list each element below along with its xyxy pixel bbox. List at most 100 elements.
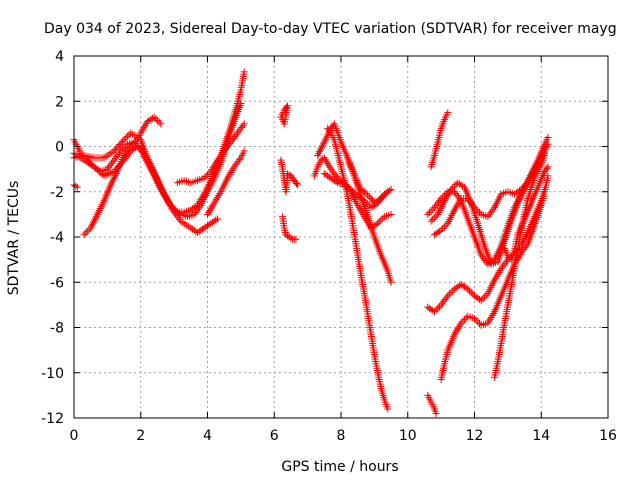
data-point: [331, 171, 339, 179]
data-point: [439, 225, 447, 233]
y-tick-label: -6: [50, 275, 64, 291]
data-point: [90, 163, 98, 171]
data-point: [235, 127, 243, 135]
data-point: [469, 202, 477, 210]
data-point: [476, 295, 484, 303]
data-point: [328, 167, 336, 175]
data-point: [110, 147, 118, 155]
data-point: [114, 142, 122, 150]
data-point: [430, 214, 438, 222]
data-point: [111, 154, 119, 162]
data-point: [365, 202, 373, 210]
data-point: [157, 120, 165, 128]
data-point: [437, 301, 445, 309]
data-point: [437, 226, 445, 234]
data-point: [114, 151, 122, 159]
data-point: [191, 209, 199, 217]
data-point: [476, 320, 484, 328]
data-point: [214, 156, 222, 164]
data-point: [292, 235, 300, 243]
data-point: [123, 152, 131, 160]
data-point: [279, 115, 287, 123]
data-point: [175, 215, 183, 223]
data-point: [118, 145, 126, 153]
data-point: [230, 134, 238, 142]
data-point: [444, 109, 452, 117]
data-point: [474, 207, 482, 215]
data-point: [377, 195, 385, 203]
data-point: [472, 316, 480, 324]
data-point: [544, 140, 552, 148]
data-series: [204, 147, 248, 218]
x-tick-label: 2: [136, 428, 145, 444]
data-point: [457, 319, 465, 327]
data-point: [224, 142, 232, 150]
x-tick-label: 0: [70, 428, 79, 444]
data-point: [200, 174, 208, 182]
data-point: [464, 285, 472, 293]
axis-layer: 0 2 4 6 8 10 12 14 16 -12 -10 -8 -6 -4 -2 0 2 4: [41, 49, 617, 444]
data-point: [132, 137, 140, 145]
data-point: [481, 293, 489, 301]
data-point: [190, 210, 198, 218]
data-point: [92, 164, 100, 172]
data-point: [228, 136, 236, 144]
data-point: [72, 182, 80, 190]
data-point: [439, 193, 447, 201]
y-tick-label: 4: [55, 49, 64, 65]
data-point: [517, 185, 525, 193]
data-point: [382, 189, 390, 197]
data-point: [544, 133, 552, 141]
data-point: [522, 180, 530, 188]
data-point: [116, 161, 124, 169]
data-point: [434, 198, 442, 206]
data-point: [379, 214, 387, 222]
data-point: [82, 229, 90, 237]
data-series: [501, 163, 552, 264]
data-point: [223, 143, 231, 151]
data-point: [103, 165, 111, 173]
data-point: [121, 154, 129, 162]
data-point: [440, 223, 448, 231]
data-point: [425, 209, 433, 217]
data-point: [236, 125, 244, 133]
data-point: [476, 209, 484, 217]
data-point: [520, 245, 528, 253]
data-point: [204, 171, 211, 179]
data-point: [116, 141, 124, 149]
data-point: [424, 210, 432, 218]
data-point: [377, 216, 385, 224]
data-point: [153, 116, 161, 124]
data-point: [460, 316, 468, 324]
data-point: [445, 290, 453, 298]
data-point: [294, 181, 302, 189]
data-point: [374, 219, 382, 227]
data-point: [468, 200, 476, 208]
data-point: [379, 193, 387, 201]
y-tick-label: -8: [50, 321, 64, 337]
data-point: [438, 299, 446, 307]
data-point: [477, 296, 485, 304]
data-point: [462, 314, 470, 322]
data-point: [430, 204, 438, 212]
data-series: [277, 156, 302, 196]
data-point: [442, 294, 450, 302]
data-point: [107, 160, 115, 168]
data-point: [110, 167, 118, 175]
x-tick-label: 16: [599, 428, 617, 444]
data-point: [432, 306, 440, 314]
data-point: [430, 308, 438, 316]
data-point: [155, 118, 163, 126]
data-point: [499, 263, 507, 271]
data-point: [442, 221, 450, 229]
data-point: [122, 134, 130, 142]
data-point: [168, 203, 176, 211]
data-point: [440, 297, 448, 305]
data-point: [429, 205, 437, 213]
data-point: [212, 216, 220, 224]
data-point: [227, 138, 235, 146]
data-point: [349, 187, 357, 195]
data-series: [324, 124, 392, 413]
data-point: [432, 212, 440, 220]
